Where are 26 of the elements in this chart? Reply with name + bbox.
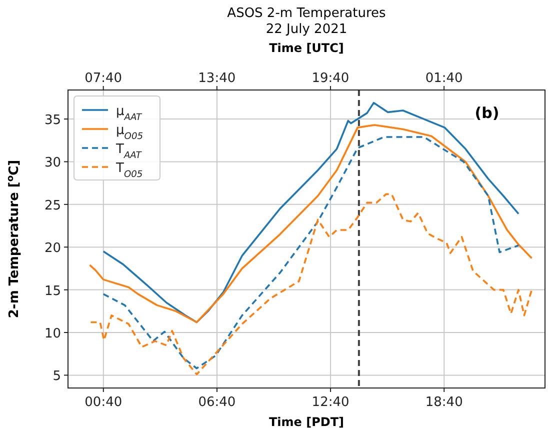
- legend-label: T$_{AAT}$: [115, 142, 143, 161]
- x-tick-label: 00:40: [84, 395, 122, 410]
- legend-label: T$_{O05}$: [115, 161, 143, 180]
- line-series: [88, 124, 533, 324]
- annotation: (b): [474, 104, 500, 122]
- x-tick-label: 12:40: [312, 395, 350, 410]
- legend-label: μ$_{AAT}$: [116, 104, 144, 123]
- y-tick-label: 15: [44, 284, 61, 299]
- chart-subtitle: 22 July 2021: [266, 22, 348, 37]
- y-tick-label: 5: [52, 369, 61, 384]
- legend-label: μ$_{O05}$: [116, 123, 144, 142]
- x2-tick-label: 13:40: [198, 71, 236, 86]
- chart-title: ASOS 2-m Temperatures: [227, 6, 386, 21]
- y-tick-label: 35: [44, 113, 61, 128]
- x2-tick-label: 01:40: [425, 71, 463, 86]
- x-axis-title: Time [PDT]: [268, 415, 344, 429]
- y-tick-label: 25: [44, 198, 61, 214]
- y-tick-label: 20: [44, 241, 61, 256]
- x-tick-label: 18:40: [425, 395, 463, 410]
- y-tick-label: 10: [44, 326, 61, 342]
- x2-tick-label: 07:40: [84, 71, 122, 86]
- x2-axis-title: Time [UTC]: [269, 41, 344, 55]
- line-series: [90, 193, 533, 376]
- y-tick-label: 30: [44, 156, 61, 171]
- x2-tick-label: 19:40: [312, 71, 350, 86]
- x-tick-label: 06:40: [198, 395, 236, 410]
